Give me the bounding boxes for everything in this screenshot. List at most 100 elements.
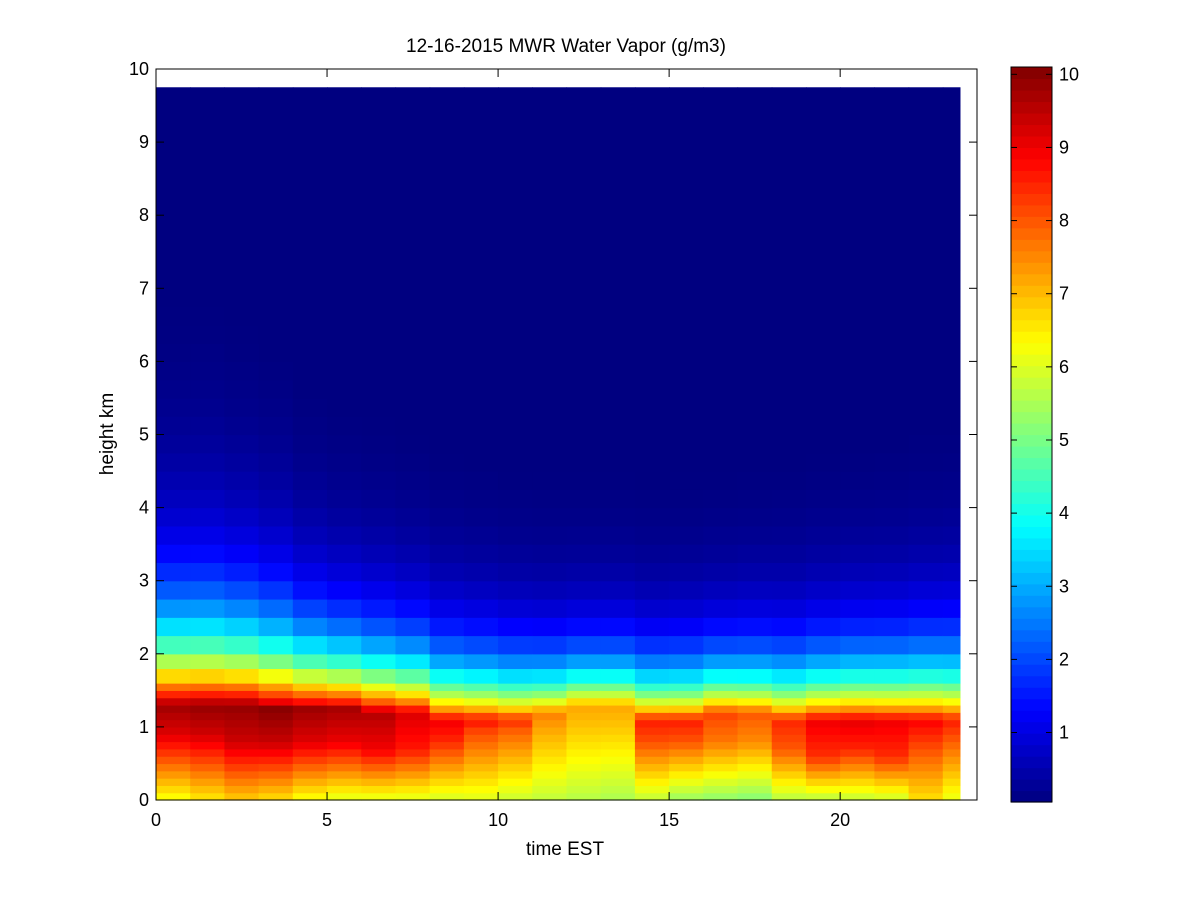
heatmap-cell [600,726,636,735]
heatmap-cell [703,617,739,637]
colorbar-strip [1011,779,1052,792]
x-tick-label: 10 [488,810,508,830]
heatmap-cell [361,324,397,344]
heatmap-cell [429,668,465,684]
heatmap-cell [327,635,362,655]
heatmap-cell [156,785,191,794]
heatmap-cell [292,580,328,600]
heatmap-cell [327,683,362,691]
heatmap-cell [908,379,944,399]
heatmap-cell [771,270,807,289]
heatmap-cell [942,704,961,713]
heatmap-cell [805,792,841,801]
heatmap-cell [600,160,636,180]
heatmap-cell [224,668,260,684]
heatmap-cell [532,580,568,600]
heatmap-cell [874,562,910,582]
heatmap-cell [190,792,226,801]
heatmap-cell [327,343,362,363]
heatmap-cell [156,580,191,600]
heatmap-cell [600,196,636,216]
heatmap-cell [634,142,670,161]
heatmap-cell [292,763,328,772]
heatmap-cell [669,87,704,107]
heatmap-cell [429,697,465,706]
heatmap-cell [258,489,294,509]
heatmap-cell [600,343,636,363]
heatmap-cell [429,598,465,618]
heatmap-cell [942,770,961,779]
heatmap-cell [395,748,431,757]
heatmap-cell [429,160,465,180]
heatmap-cell [669,452,704,472]
heatmap-cell [258,617,294,637]
heatmap-cell [498,580,533,600]
heatmap-cell [190,379,226,399]
heatmap-cell [874,741,910,750]
heatmap-cell [361,704,397,713]
heatmap-cell [669,785,704,794]
heatmap-cell [395,397,431,417]
heatmap-cell [190,763,226,772]
colorbar-ticks: 1 2 3 4 5 6 7 8 9 10 [1011,64,1079,743]
heatmap-cell [669,142,704,161]
heatmap-cell [703,87,739,107]
heatmap-cell [190,123,226,143]
heatmap-cell [395,580,431,600]
heatmap-cell [429,123,465,143]
heatmap-cell [805,215,841,235]
heatmap-cell [190,683,226,691]
heatmap-cell [463,434,499,454]
heatmap-cell [156,489,191,509]
heatmap-cell [942,306,961,326]
colorbar-strip [1011,549,1052,562]
heatmap-cell [395,653,431,670]
heatmap-cell [395,270,431,289]
heatmap-cell [703,416,739,436]
heatmap-cell [805,251,841,271]
y-tick-label: 10 [129,59,149,79]
heatmap-cell [805,763,841,772]
heatmap-cell [703,734,739,743]
heatmap-cell [771,178,807,198]
heatmap-cell [669,770,704,779]
heatmap-cell [463,778,499,786]
heatmap-cell [669,215,704,235]
heatmap-cell [908,160,944,180]
heatmap-cell [258,434,294,454]
heatmap-cell [703,756,739,765]
heatmap-cell [669,343,704,363]
heatmap-cell [361,215,397,235]
heatmap-cell [258,668,294,684]
heatmap-cell [292,734,328,743]
heatmap-cell [224,617,260,637]
heatmap-cell [634,379,670,399]
heatmap-cell [874,697,910,706]
heatmap-cell [840,690,875,699]
heatmap-cell [532,785,568,794]
heatmap-cell [771,697,807,706]
heatmap-cell [840,452,875,472]
heatmap-cell [498,635,533,655]
heatmap-cell [429,324,465,344]
heatmap-cell [737,324,773,344]
heatmap-cell [532,142,568,161]
heatmap-cell [156,196,191,216]
heatmap-cell [634,770,670,779]
heatmap-cell [532,741,568,750]
heatmap-cell [190,324,226,344]
heatmap-cell [942,690,961,699]
heatmap-cell [258,306,294,326]
heatmap-cell [669,562,704,582]
heatmap-cell [566,489,602,509]
heatmap-cell [327,361,362,381]
heatmap-cell [258,105,294,125]
heatmap-cell [737,756,773,765]
heatmap-cell [429,756,465,765]
heatmap-cell [600,635,636,655]
heatmap-cell [805,507,841,527]
y-tick-label: 8 [139,205,149,225]
heatmap-cell [395,251,431,271]
heatmap-cell [874,379,910,399]
heatmap-cell [463,792,499,801]
